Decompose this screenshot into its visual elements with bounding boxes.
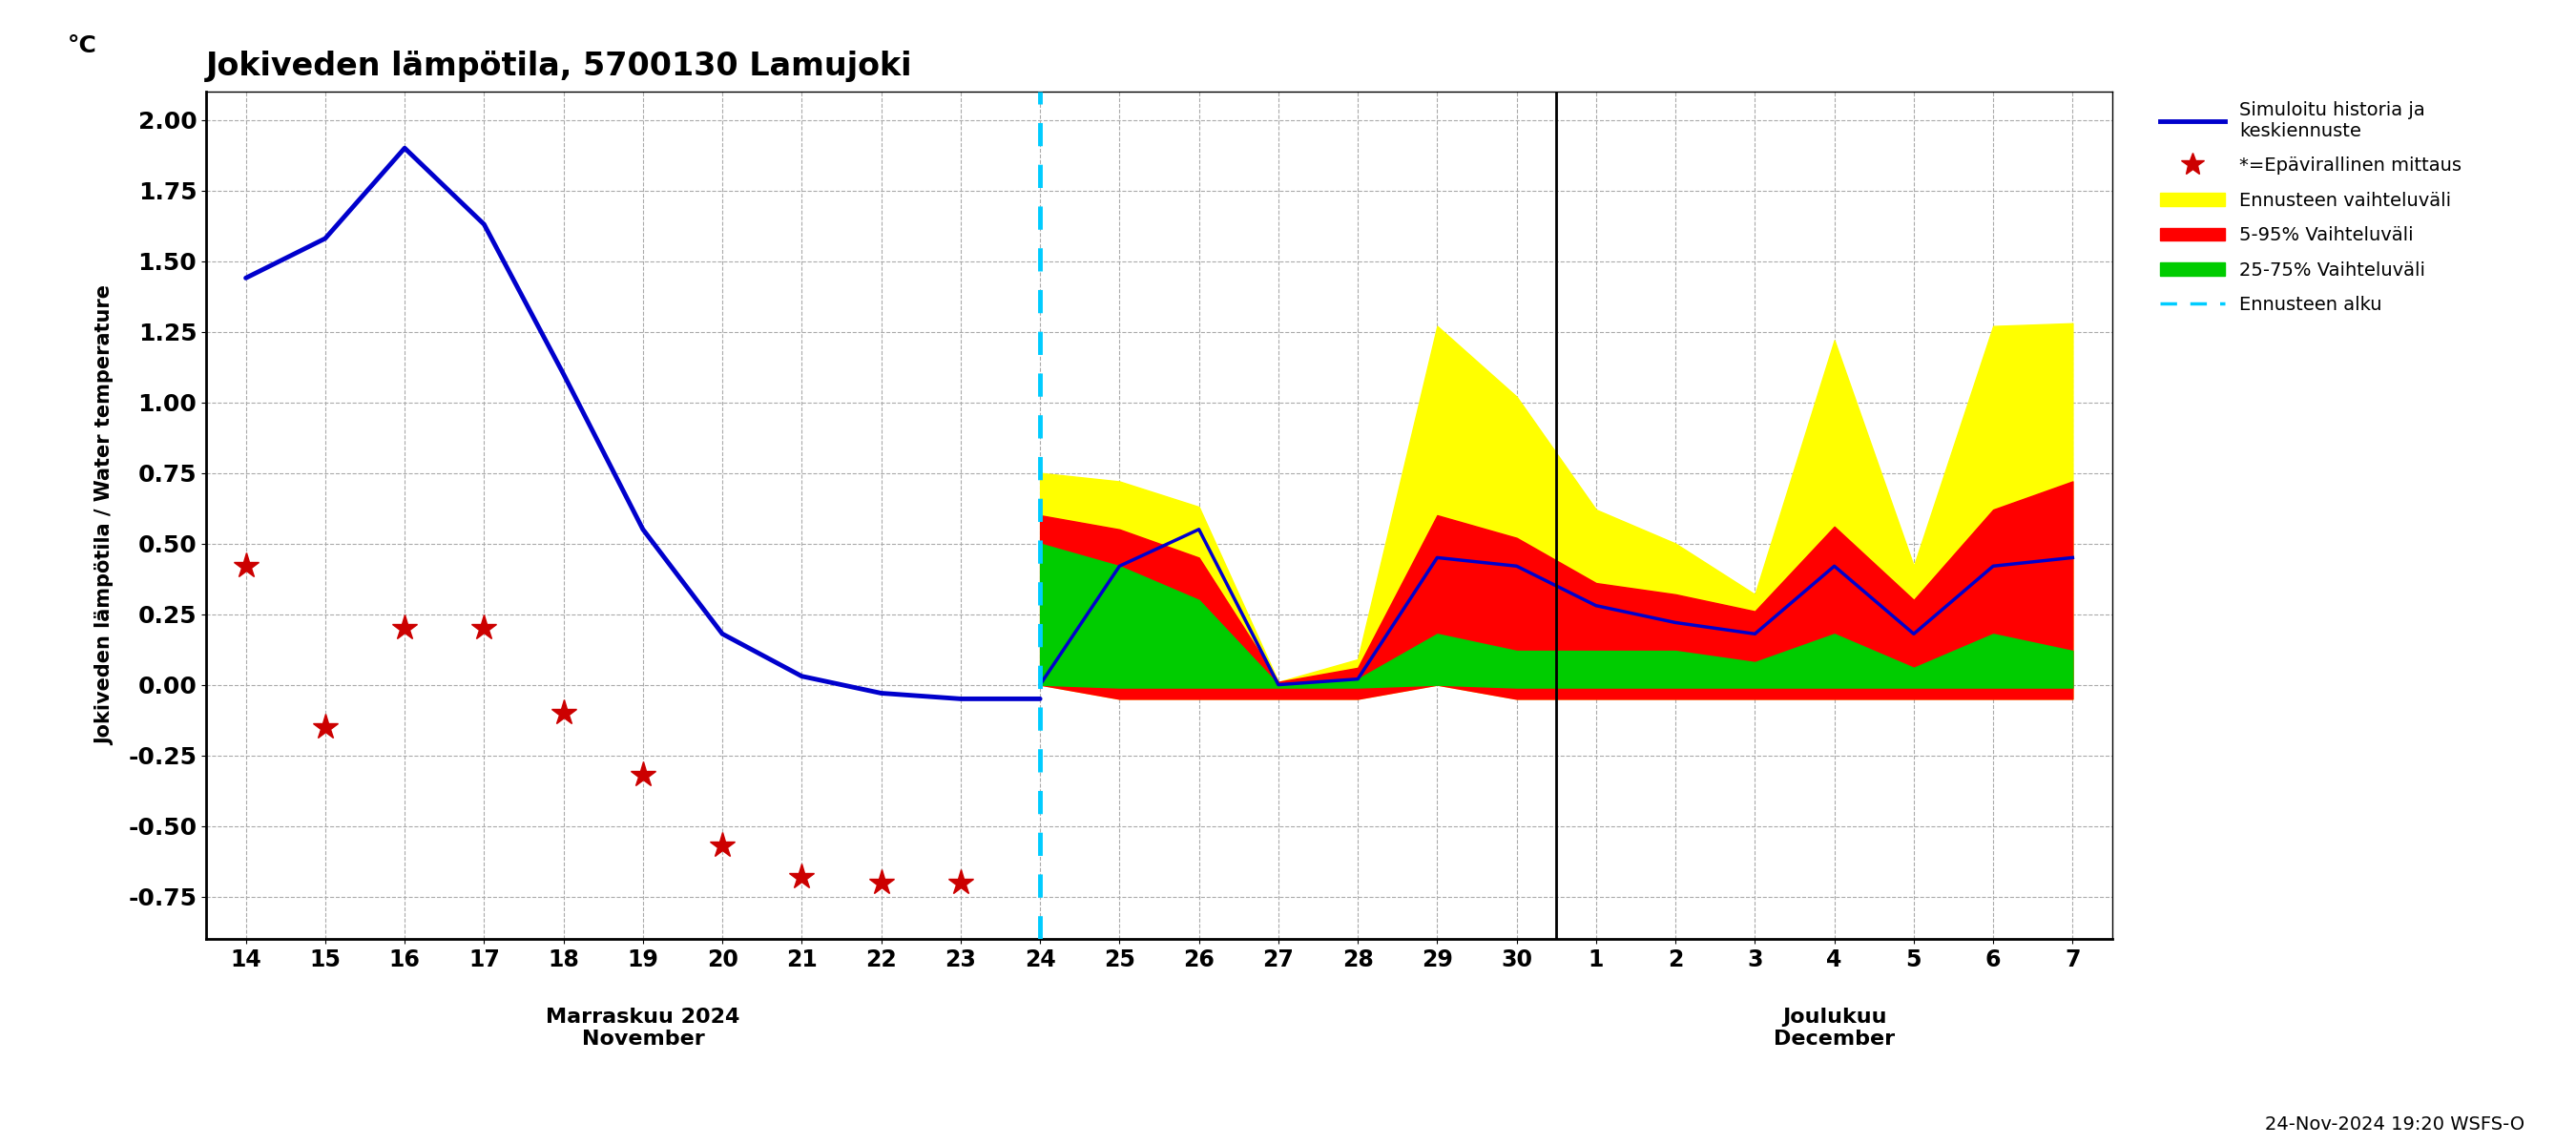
Legend: Simuloitu historia ja
keskiennuste, *=Epävirallinen mittaus, Ennusteen vaihteluv: Simuloitu historia ja keskiennuste, *=Ep…: [2159, 101, 2463, 314]
Text: Joulukuu
December: Joulukuu December: [1775, 1008, 1896, 1049]
Text: 24-Nov-2024 19:20 WSFS-O: 24-Nov-2024 19:20 WSFS-O: [2264, 1115, 2524, 1134]
Text: °C: °C: [67, 34, 98, 57]
Y-axis label: Jokiveden lämpötila / Water temperature: Jokiveden lämpötila / Water temperature: [95, 285, 116, 745]
Text: Marraskuu 2024
November: Marraskuu 2024 November: [546, 1008, 739, 1049]
Text: Jokiveden lämpötila, 5700130 Lamujoki: Jokiveden lämpötila, 5700130 Lamujoki: [206, 50, 912, 82]
